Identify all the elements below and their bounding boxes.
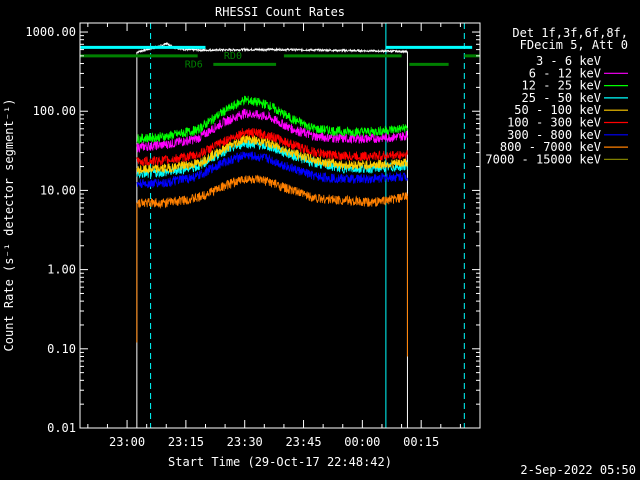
state-label-0: RD6 <box>185 59 203 70</box>
plot-frame <box>79 22 481 429</box>
series-line-1 <box>136 108 408 154</box>
x-axis-label: Start Time (29-Oct-17 22:48:42) <box>168 455 392 469</box>
y-tick-label-1: 100.00 <box>33 104 76 118</box>
legend-label-1: 6 - 12 keV <box>529 66 601 80</box>
y-tick-label-2: 10.00 <box>40 183 76 197</box>
legend-label-2: 12 - 25 keV <box>522 79 601 93</box>
legend-header-0: Det 1f,3f,6f,8f, <box>512 26 628 40</box>
state-label-1: RD0 <box>224 51 242 62</box>
plot-area: RD6 RD0 <box>79 23 480 428</box>
x-tick-label-4: 00:00 <box>344 435 380 449</box>
x-tick-label-5: 00:15 <box>403 435 439 449</box>
series-line-2 <box>136 95 408 145</box>
series-line-7 <box>136 174 408 209</box>
series-line-4 <box>136 135 408 175</box>
series-line-6 <box>136 151 408 189</box>
legend-label-3: 25 - 50 keV <box>522 91 601 105</box>
legend-label-7: 800 - 7000 keV <box>500 140 601 154</box>
x-tick-label-3: 23:45 <box>285 435 321 449</box>
legend: Det 1f,3f,6f,8f,FDecim 5, Att 0 3 - 6 keV… <box>485 26 628 166</box>
y-tick-label-5: 0.01 <box>47 421 76 435</box>
y-tick-label-0: 1000.00 <box>25 25 76 39</box>
y-axis: 1000.00 100.00 10.00 1.00 0.10 0.01 <box>25 25 480 435</box>
y-axis-label: Count Rate (s⁻¹ detector segment⁻¹) <box>2 99 16 352</box>
x-tick-label-1: 23:15 <box>168 435 204 449</box>
x-tick-label-2: 23:30 <box>227 435 263 449</box>
legend-label-4: 50 - 100 keV <box>514 103 601 117</box>
series-line-5 <box>136 128 408 167</box>
timestamp: 2-Sep-2022 05:50 <box>520 463 636 477</box>
y-tick-label-3: 1.00 <box>47 263 76 277</box>
chart-title: RHESSI Count Rates <box>215 5 345 19</box>
legend-label-6: 300 - 800 keV <box>507 128 601 142</box>
x-tick-label-0: 23:00 <box>109 435 145 449</box>
legend-label-5: 100 - 300 keV <box>507 116 601 130</box>
x-axis: 23:00 23:15 23:30 23:45 00:00 00:15 <box>87 23 461 449</box>
y-tick-label-4: 0.10 <box>47 342 76 356</box>
legend-label-0: 3 - 6 keV <box>536 54 601 68</box>
legend-label-8: 7000 - 15000 keV <box>485 152 601 166</box>
legend-header-1: FDecim 5, Att 0 <box>520 38 628 52</box>
